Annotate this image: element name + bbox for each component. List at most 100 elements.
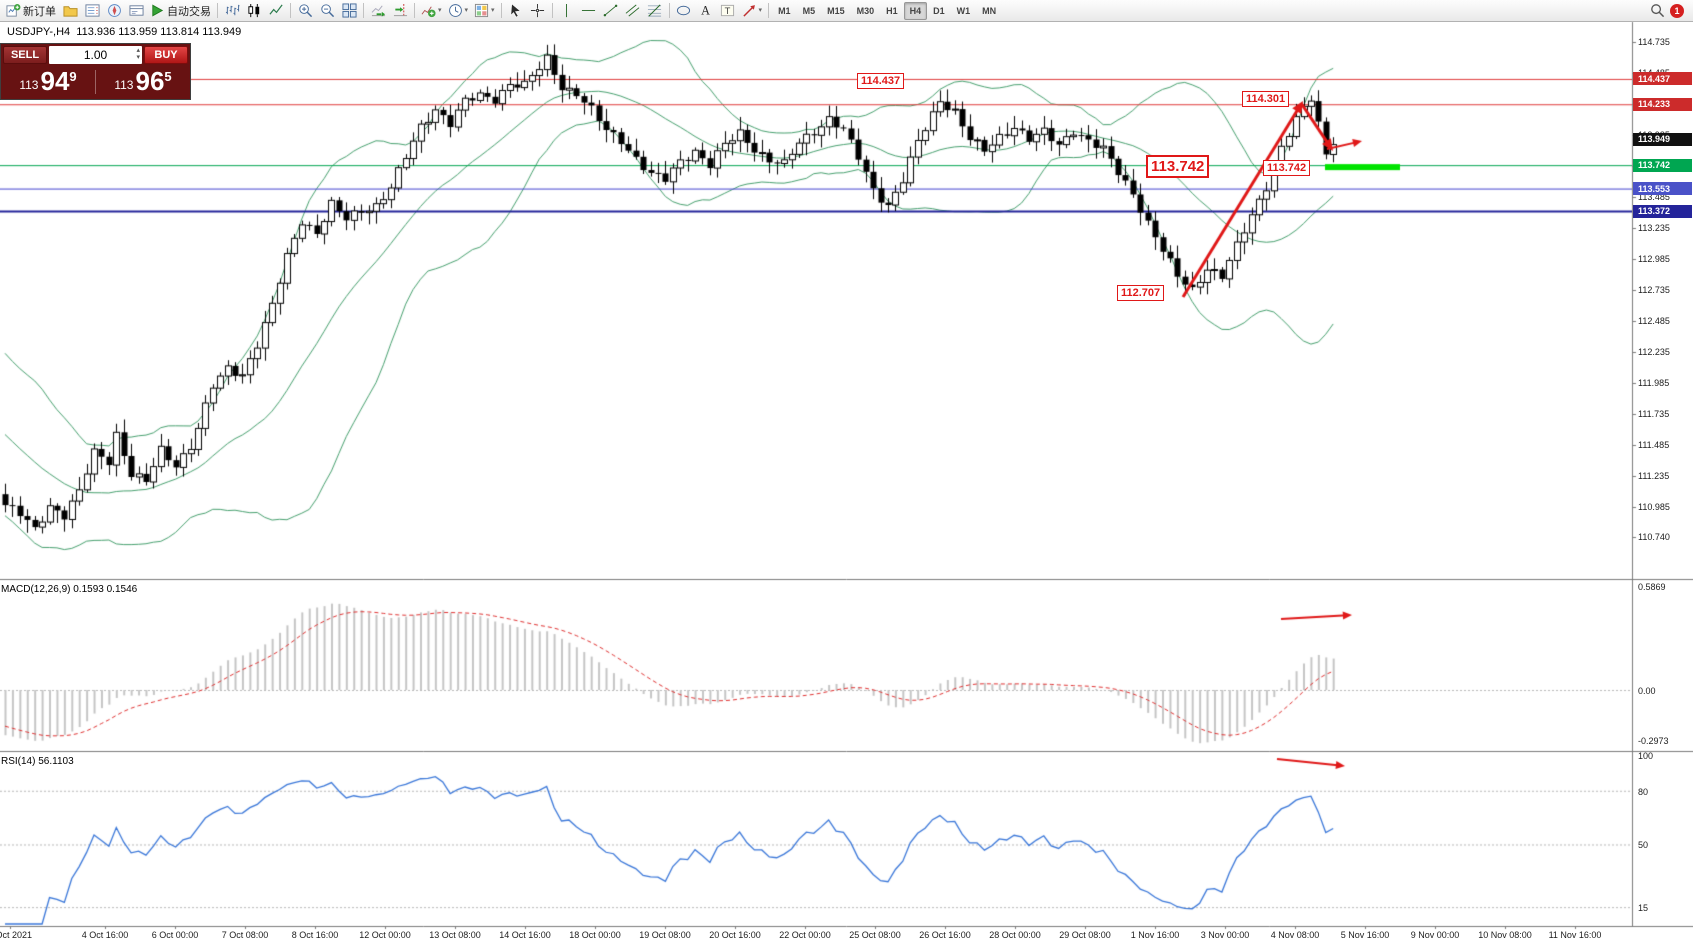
timeframe-m1-button[interactable]: M1	[778, 5, 791, 16]
shapes-icon	[676, 3, 691, 18]
time-axis-label: 1 Nov 16:00	[1130, 930, 1180, 940]
toolbar-equidistant-channel-button[interactable]	[622, 1, 644, 21]
timeframe-h4-button[interactable]: H4	[903, 1, 928, 20]
toolbar-separator	[551, 3, 553, 18]
ask-big-digits: 96	[135, 66, 165, 96]
sell-button[interactable]: SELL	[3, 45, 47, 64]
toolbar-templates-button[interactable]: ▾	[471, 1, 498, 21]
time-axis-label: 1 Oct 2021	[0, 930, 33, 940]
price-axis-label: 111.485	[1638, 440, 1670, 450]
toolbar-horizontal-line-button[interactable]	[578, 1, 600, 21]
price-axis-label: 112.235	[1638, 347, 1670, 357]
toolbar-market-watch-button[interactable]	[81, 1, 103, 21]
price-annotation-box[interactable]: 114.437	[857, 73, 905, 89]
price-annotation-box[interactable]: 113.742	[1263, 160, 1311, 176]
trend-icon	[603, 3, 618, 18]
price-axis-label: 113.235	[1638, 223, 1670, 233]
folder-icon	[62, 3, 78, 18]
timeframe-m15-button[interactable]: M15	[827, 5, 845, 16]
price-divider	[95, 69, 96, 94]
toolbar-line-chart-button[interactable]	[265, 1, 287, 21]
volume-spinner[interactable]: ▴ ▾	[136, 47, 140, 61]
one-click-trading-panel: SELL 1.00 ▴ ▾ BUY 113 94 9 113 96 5	[0, 43, 191, 100]
price-annotation-box[interactable]: 112.707	[1117, 285, 1165, 301]
toolbar-arrows-button[interactable]: ▾	[739, 1, 766, 21]
price-axis-label: 112.985	[1638, 254, 1670, 264]
toolbar-trendline-button[interactable]	[600, 1, 622, 21]
toolbar-buttons: 新订单 自动交易 ▾ ▾ ▾ A T ▾	[3, 0, 772, 22]
time-axis-label: 13 Oct 08:00	[429, 930, 481, 940]
bid-price: 113 94 9	[1, 66, 95, 97]
time-axis-label: 8 Oct 16:00	[291, 930, 339, 940]
time-axis-label: 6 Oct 00:00	[151, 930, 199, 940]
toolbar-separator	[217, 3, 218, 18]
bid-pip-digit: 9	[69, 69, 77, 84]
time-axis-label: 12 Oct 00:00	[359, 930, 411, 940]
toolbar-candle-chart-button[interactable]	[243, 1, 265, 21]
toolbar-fibonacci-button[interactable]	[644, 1, 666, 21]
text-t-icon: T	[720, 3, 735, 18]
timeframe-m5-button[interactable]: M5	[802, 5, 816, 16]
toolbar-zoom-out-button[interactable]	[316, 1, 338, 21]
toolbar-text-button[interactable]: A	[695, 1, 717, 21]
play-icon	[150, 3, 165, 18]
toolbar-search-button[interactable]	[1646, 1, 1668, 21]
price-tag-114.437: 114.437	[1633, 72, 1692, 86]
buy-button[interactable]: BUY	[144, 45, 188, 64]
ask-pip-digit: 5	[164, 69, 172, 84]
price-axis-label: 112.735	[1638, 285, 1670, 295]
price-tag-113.949: 113.949	[1633, 132, 1692, 146]
notification-badge[interactable]: 1	[1670, 3, 1684, 18]
timeframe-h1-button[interactable]: H1	[886, 5, 898, 16]
price-annotation-box[interactable]: 113.742	[1146, 155, 1210, 178]
channel-icon	[625, 3, 640, 18]
timeframe-d1-button[interactable]: D1	[933, 5, 945, 16]
chevron-down-icon: ▾	[758, 7, 763, 14]
toolbar-vertical-line-button[interactable]	[556, 1, 578, 21]
terminal-icon	[128, 3, 144, 18]
toolbar: 新订单 自动交易 ▾ ▾ ▾ A T ▾ M1 M5 M15 M30 H1 H4 D1 W1 MN 1	[0, 0, 1693, 22]
toolbar-navigator-button[interactable]	[103, 1, 125, 21]
toolbar-periods-button[interactable]: ▾	[445, 1, 472, 21]
svg-text:A: A	[701, 4, 710, 18]
ask-prefix: 113	[114, 78, 134, 92]
time-axis-label: 9 Nov 00:00	[1410, 930, 1460, 940]
toolbar-separator	[668, 3, 670, 18]
time-axis-label: 29 Oct 08:00	[1059, 930, 1111, 940]
time-axis-label: 19 Oct 08:00	[639, 930, 691, 940]
toolbar-cursor-button[interactable]	[505, 1, 527, 21]
timeframe-w1-button[interactable]: W1	[956, 5, 971, 16]
time-axis-label: 5 Nov 16:00	[1340, 930, 1390, 940]
toolbar-separator	[768, 3, 770, 18]
toolbar-chart-profiles-button[interactable]	[59, 1, 81, 21]
rsi-label: RSI(14) 56.1103	[1, 756, 74, 767]
toolbar-text-label-button[interactable]: T	[717, 1, 739, 21]
toolbar-new-order-button[interactable]: 新订单	[3, 1, 59, 21]
volume-field[interactable]: 1.00 ▴ ▾	[49, 45, 142, 64]
compass-icon	[107, 3, 122, 18]
toolbar-tile-windows-button[interactable]	[338, 1, 360, 21]
toolbar-crosshair-button[interactable]	[527, 1, 549, 21]
toolbar-indicators-button[interactable]: ▾	[418, 1, 445, 21]
toolbar-chart-shift-button[interactable]	[389, 1, 411, 21]
toolbar-auto-trading-button[interactable]: 自动交易	[147, 1, 214, 21]
toolbar-shapes-button[interactable]	[673, 1, 695, 21]
price-annotation-box[interactable]: 114.301	[1242, 91, 1290, 107]
hline-icon	[581, 3, 596, 18]
toolbar-terminal-button[interactable]	[125, 1, 147, 21]
toolbar-auto-scroll-button[interactable]	[367, 1, 389, 21]
spin-up-icon[interactable]: ▴	[136, 46, 140, 54]
time-axis-label: 11 Nov 16:00	[1548, 930, 1602, 940]
toolbar-zoom-in-button[interactable]	[294, 1, 316, 21]
rsi-scale-label: 50	[1638, 840, 1649, 851]
trade-controls-row: SELL 1.00 ▴ ▾ BUY	[1, 44, 190, 65]
timeframe-mn-button[interactable]: MN	[982, 5, 997, 16]
price-axis-label: 110.985	[1638, 502, 1670, 512]
volume-value: 1.00	[83, 47, 108, 62]
list-icon	[84, 3, 100, 18]
tile-icon	[341, 3, 357, 18]
timeframe-m30-button[interactable]: M30	[856, 5, 875, 16]
toolbar-bar-chart-button[interactable]	[221, 1, 243, 21]
spin-down-icon[interactable]: ▾	[136, 53, 140, 61]
